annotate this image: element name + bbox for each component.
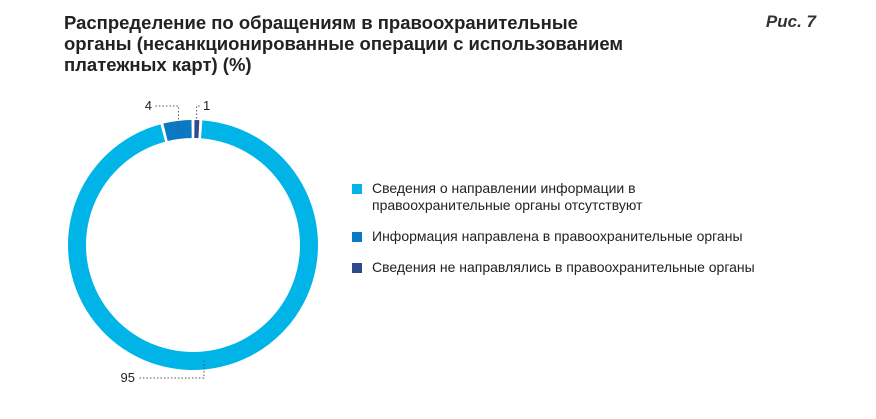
data-label: 1 xyxy=(203,98,210,113)
legend-swatch xyxy=(352,184,362,194)
legend-item: Сведения не направлялись в правоохраните… xyxy=(352,259,772,276)
legend-item: Информация направлена в правоохранительн… xyxy=(352,228,772,245)
donut-slice xyxy=(194,120,200,139)
legend-swatch xyxy=(352,263,362,273)
legend-swatch xyxy=(352,232,362,242)
legend-label: Сведения не направлялись в правоохраните… xyxy=(372,259,755,275)
donut-slice xyxy=(67,120,319,370)
figure-label: Рис. 7 xyxy=(765,12,816,31)
legend-item: Сведения о направлении информации в прав… xyxy=(352,180,772,214)
leader-line xyxy=(138,360,205,379)
data-label: 95 xyxy=(121,370,135,385)
leader-line xyxy=(155,105,179,130)
legend-label: Сведения о направлении информации в прав… xyxy=(372,180,643,213)
legend: Сведения о направлении информации в прав… xyxy=(352,180,772,290)
data-label: 4 xyxy=(145,98,152,113)
chart-title: Распределение по обращениям в правоохран… xyxy=(64,12,624,75)
legend-label: Информация направлена в правоохранительн… xyxy=(372,228,743,244)
leader-line xyxy=(196,105,200,130)
donut-slice xyxy=(163,120,192,142)
